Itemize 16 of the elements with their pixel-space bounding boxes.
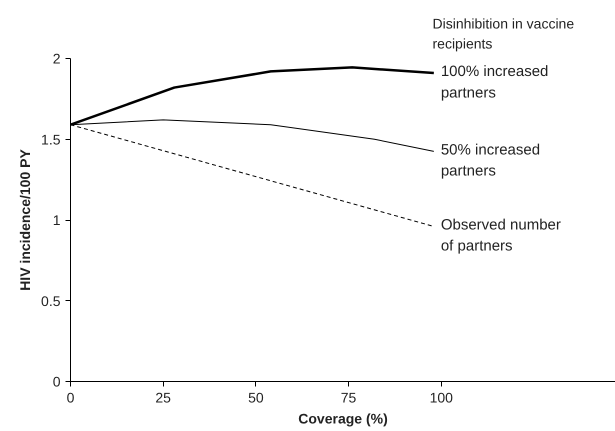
x-tick-label: 25	[155, 390, 172, 406]
series-label: 100% increased partners	[440, 63, 548, 102]
x-tick-label: 50	[248, 390, 264, 406]
y-tick-label: 1.5	[41, 131, 61, 148]
y-tick-label: 1	[52, 212, 61, 228]
x-tick-label: 0	[66, 390, 75, 406]
x-tick-label: 75	[340, 390, 357, 406]
y-tick-label: 2	[52, 50, 61, 66]
text: Disinhibition in vaccine recipients	[432, 16, 574, 52]
y-axis-title: HIV incidence/100 PY	[17, 148, 34, 291]
series-label: 50% increased partners	[440, 141, 540, 180]
series-label: Observed number of partners	[440, 216, 561, 255]
x-axis-title: Coverage (%)	[298, 410, 388, 426]
x-tick-label: 100	[430, 390, 454, 406]
y-tick-label: 0.5	[41, 292, 61, 309]
y-tick-label: 0	[52, 374, 61, 390]
